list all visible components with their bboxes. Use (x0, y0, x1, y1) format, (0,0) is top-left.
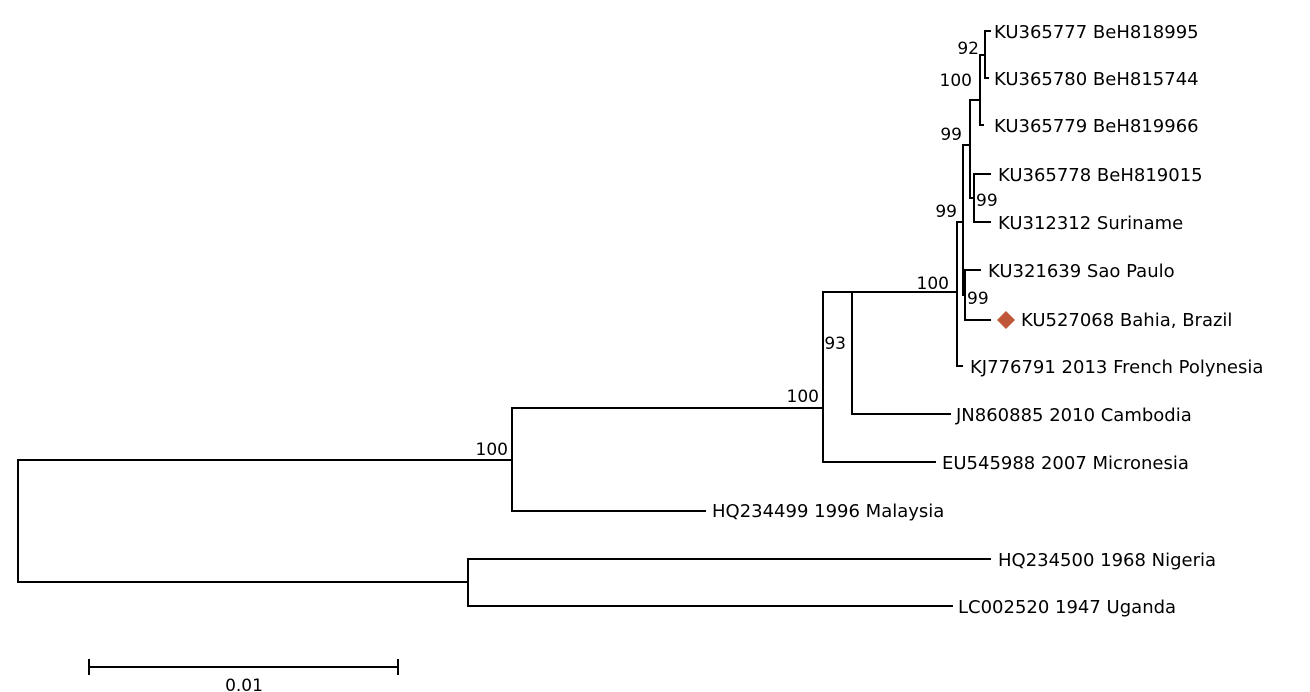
taxon-labels: KU365777 BeH818995 KU365780 BeH815744 KU… (712, 22, 1263, 618)
support-label: 92 (957, 39, 979, 59)
support-label: 99 (967, 289, 989, 309)
support-label: 100 (787, 387, 819, 407)
taxon-label: KU527068 Bahia, Brazil (1021, 310, 1232, 331)
taxon-label: JN860885 2010 Cambodia (955, 405, 1192, 426)
taxon-label: KU365780 BeH815744 (994, 69, 1199, 90)
taxon-label: KU365778 BeH819015 (998, 165, 1203, 186)
support-label: 93 (824, 334, 846, 354)
taxon-label: HQ234499 1996 Malaysia (712, 501, 944, 522)
support-values: 92 100 99 99 99 100 99 93 100 100 (476, 39, 998, 460)
taxon-label: KU312312 Suriname (998, 213, 1183, 234)
taxon-label: LC002520 1947 Uganda (958, 597, 1176, 618)
taxon-label: EU545988 2007 Micronesia (942, 453, 1189, 474)
support-label: 100 (917, 274, 949, 294)
support-label: 99 (976, 191, 998, 211)
support-label: 99 (940, 125, 962, 145)
taxon-label: KU365779 BeH819966 (994, 116, 1199, 137)
taxon-label: HQ234500 1968 Nigeria (998, 550, 1216, 571)
diamond-icon (997, 311, 1015, 329)
taxon-label: KU365777 BeH818995 (994, 22, 1199, 43)
taxon-label: KJ776791 2013 French Polynesia (970, 357, 1263, 378)
support-label: 100 (476, 440, 508, 460)
tree-branches (17, 30, 991, 607)
scale-bar-label: 0.01 (225, 676, 263, 692)
support-label: 100 (940, 71, 972, 91)
scale-bar: 0.01 (88, 659, 399, 692)
support-label: 99 (935, 202, 957, 222)
taxon-label: KU321639 Sao Paulo (988, 261, 1175, 282)
